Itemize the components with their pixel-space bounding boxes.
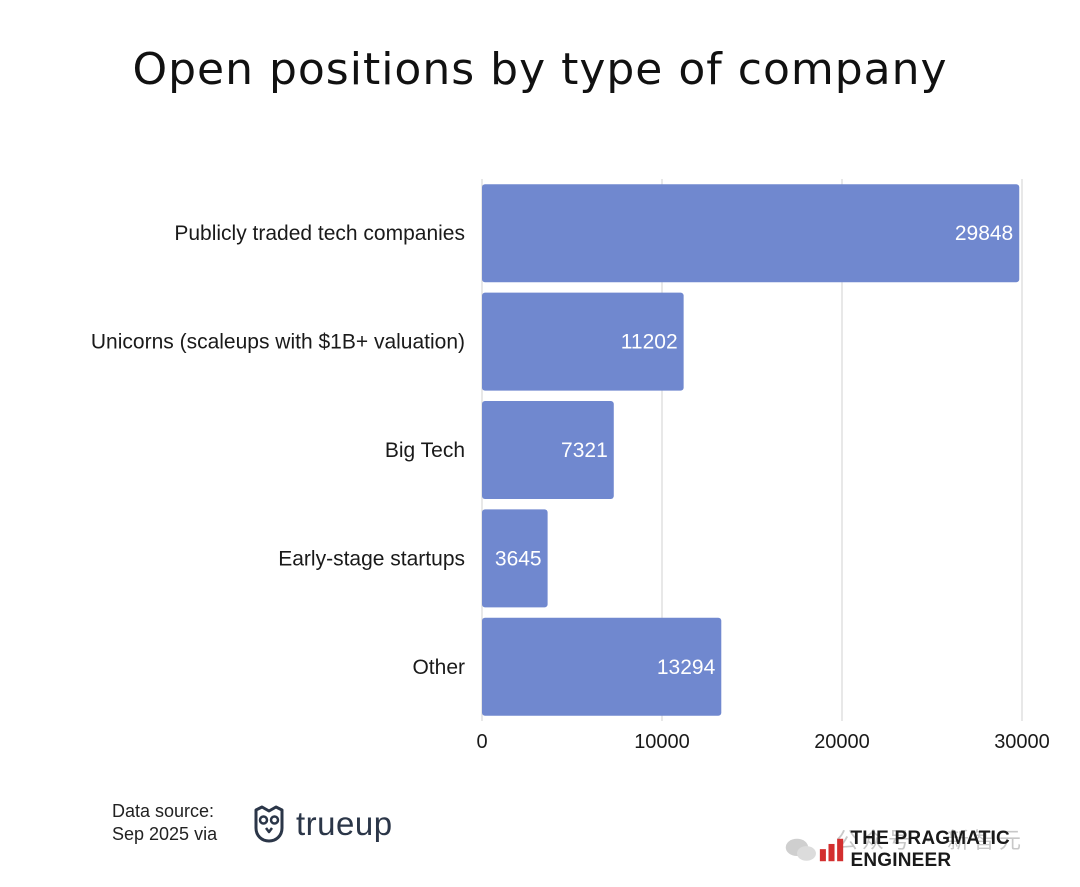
data-source-note: Data source: Sep 2025 via bbox=[112, 800, 217, 846]
x-tick-label: 20000 bbox=[814, 731, 870, 753]
trueup-wordmark: trueup bbox=[296, 805, 393, 842]
publisher-name: THE PRAGMATIC ENGINEER bbox=[850, 828, 1010, 871]
category-label: Unicorns (scaleups with $1B+ valuation) bbox=[91, 331, 465, 354]
category-label: Publicly traded tech companies bbox=[174, 222, 465, 245]
bar bbox=[482, 617, 722, 716]
x-tick-label: 30000 bbox=[994, 731, 1050, 753]
bar bbox=[482, 509, 548, 608]
data-source-line2: Sep 2025 via bbox=[112, 824, 218, 844]
wechat-watermark: 公众号 · 新智元 bbox=[836, 829, 1025, 854]
trueup-logo: trueup bbox=[252, 804, 393, 844]
bar-value-label: 29848 bbox=[955, 222, 1013, 245]
x-tick-label: 10000 bbox=[634, 731, 690, 753]
category-label: Other bbox=[412, 656, 465, 679]
bar-value-label: 11202 bbox=[621, 331, 678, 354]
bar-chart-icon bbox=[819, 838, 843, 862]
bar-value-label: 13294 bbox=[657, 656, 716, 679]
category-labels: Publicly traded tech companies Unicorns (… bbox=[91, 222, 465, 679]
data-source-line1: Data source: bbox=[112, 801, 215, 821]
wechat-icon bbox=[785, 838, 816, 861]
bar-chart: 29848 11202 7321 3645 13294 Publicly traded … bbox=[91, 179, 1050, 753]
pragmatic-engineer-logo: THE PRAGMATIC ENGINEER bbox=[784, 828, 1080, 872]
chart-title: Open positions by type of company bbox=[132, 44, 948, 95]
bar bbox=[482, 401, 614, 499]
bar-value-label: 3645 bbox=[495, 547, 542, 570]
bar bbox=[482, 184, 1020, 283]
bar bbox=[482, 292, 684, 391]
category-label: Big Tech bbox=[385, 439, 465, 462]
category-label: Early-stage startups bbox=[278, 547, 465, 570]
owl-icon bbox=[254, 805, 284, 843]
bar-value-label: 7321 bbox=[561, 439, 608, 462]
x-tick-label: 0 bbox=[476, 731, 487, 753]
bars: 29848 11202 7321 3645 13294 bbox=[482, 184, 1020, 716]
x-axis-ticks: 0 10000 20000 30000 bbox=[476, 731, 1049, 753]
